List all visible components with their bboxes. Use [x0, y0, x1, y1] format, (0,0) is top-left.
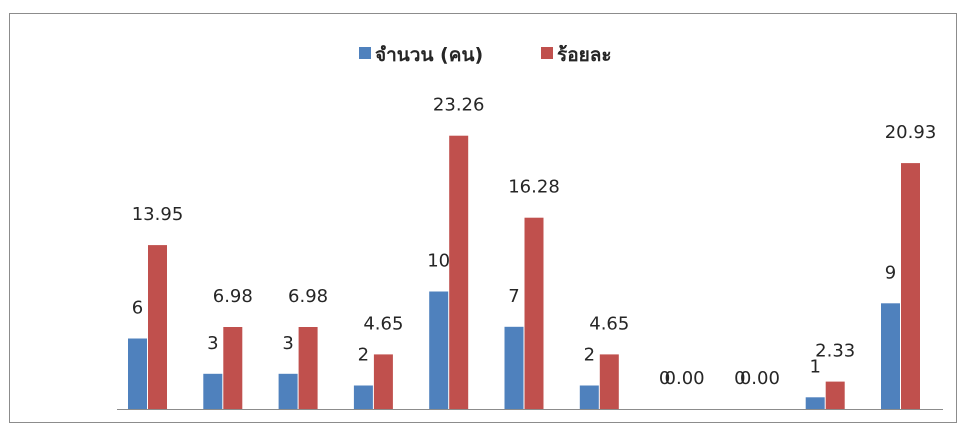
bar-series-1-2 — [203, 373, 223, 410]
data-label-series-2-1: 13.95 — [132, 204, 184, 225]
legend-swatch-series-2 — [541, 47, 553, 59]
data-label-series-1-8: 0 — [659, 368, 670, 389]
bar-series-2-11 — [901, 163, 920, 409]
data-label-series-1-10: 1 — [809, 356, 820, 377]
bar-series-2-10 — [825, 381, 845, 409]
data-label-series-2-8: 0.00 — [665, 368, 705, 389]
data-label-series-2-5: 23.26 — [433, 95, 485, 116]
bar-series-2-7 — [599, 354, 619, 409]
bar-series-1-3 — [278, 373, 298, 410]
data-label-series-1-4: 2 — [358, 345, 369, 366]
legend-swatch-series-1 — [359, 47, 371, 59]
bar-series-2-1 — [148, 245, 167, 409]
data-label-series-1-1: 6 — [132, 298, 143, 319]
bar-series-1-5 — [429, 291, 449, 409]
data-label-series-1-2: 3 — [207, 333, 218, 354]
bar-series-2-4 — [373, 354, 393, 409]
bar-series-1-6 — [504, 326, 524, 410]
bar-series-2-3 — [298, 327, 318, 409]
data-label-series-2-4: 4.65 — [363, 313, 403, 334]
legend: จำนวน (คน) ร้อยละ — [359, 44, 612, 66]
legend-label-series-2: ร้อยละ — [557, 44, 612, 66]
data-label-series-2-9: 0.00 — [740, 368, 780, 389]
bar-series-1-11 — [881, 303, 900, 410]
data-label-series-2-3: 6.98 — [288, 286, 328, 307]
data-label-series-1-5: 10 — [427, 251, 450, 272]
bar-series-2-5 — [449, 135, 469, 409]
data-label-series-2-6: 16.28 — [508, 177, 560, 198]
data-label-series-2-7: 4.65 — [589, 313, 629, 334]
bars — [128, 135, 920, 410]
data-labels: 613.9536.9836.9824.651023.26716.2824.650… — [132, 95, 937, 389]
bar-series-1-7 — [579, 385, 599, 409]
bar-series-2-2 — [223, 327, 243, 409]
data-label-series-1-6: 7 — [508, 286, 519, 307]
data-label-series-1-9: 0 — [734, 368, 745, 389]
data-label-series-2-11: 20.93 — [885, 122, 937, 143]
data-label-series-1-11: 9 — [885, 262, 896, 283]
data-label-series-1-3: 3 — [282, 333, 293, 354]
bar-series-1-10 — [805, 397, 825, 410]
bar-series-1-1 — [128, 338, 147, 409]
data-label-series-2-10: 2.33 — [815, 341, 855, 362]
legend-label-series-1: จำนวน (คน) — [375, 44, 483, 66]
data-label-series-2-2: 6.98 — [213, 286, 253, 307]
data-label-series-1-7: 2 — [584, 345, 595, 366]
bar-series-2-6 — [524, 217, 544, 409]
bar-series-1-4 — [353, 385, 373, 409]
